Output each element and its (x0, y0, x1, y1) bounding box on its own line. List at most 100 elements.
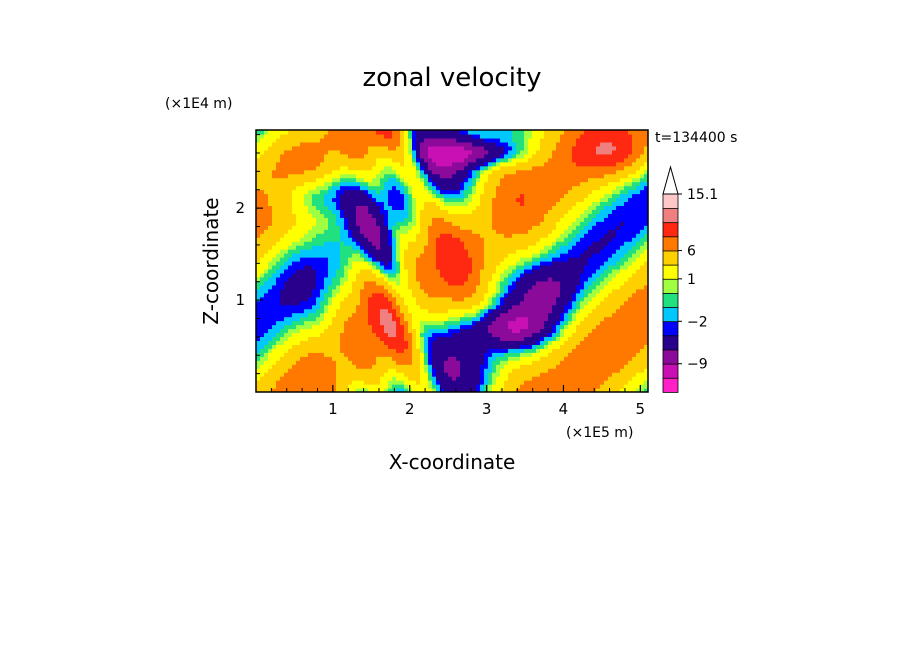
contour-cell (308, 308, 313, 314)
contour-cell (256, 177, 261, 183)
contour-cell (452, 233, 457, 238)
contour-cell (532, 320, 537, 326)
contour-cell (484, 153, 489, 159)
contour-cell (508, 360, 513, 365)
contour-cell (412, 145, 417, 151)
contour-cell (424, 197, 429, 203)
contour-cell (344, 284, 349, 290)
contour-cell (268, 141, 273, 147)
contour-cell (500, 197, 505, 203)
contour-cell (316, 237, 321, 242)
contour-cell (312, 380, 317, 385)
contour-cell (540, 253, 545, 258)
contour-cell (500, 272, 505, 278)
contour-cell (264, 288, 269, 294)
contour-cell (548, 292, 553, 298)
contour-cell (412, 292, 417, 298)
contour-cell (276, 316, 281, 322)
contour-cell (384, 388, 389, 392)
contour-cell (424, 372, 429, 377)
contour-cell (336, 336, 341, 341)
contour-cell (284, 288, 289, 294)
contour-cell (312, 217, 317, 222)
contour-cell (416, 185, 421, 191)
contour-cell (324, 304, 329, 310)
contour-cell (264, 217, 269, 222)
contour-cell (372, 149, 377, 155)
contour-cell (544, 284, 549, 290)
contour-cell (264, 324, 269, 330)
contour-cell (448, 153, 453, 159)
contour-cell (380, 137, 385, 143)
contour-cell (504, 169, 509, 175)
contour-cell (392, 257, 397, 262)
contour-cell (260, 288, 265, 294)
contour-cell (460, 157, 465, 163)
contour-cell (508, 197, 513, 203)
contour-cell (428, 233, 433, 238)
contour-cell (276, 177, 281, 183)
contour-cell (452, 352, 457, 357)
contour-cell (540, 145, 545, 151)
contour-cell (292, 324, 297, 330)
contour-cell (488, 133, 493, 139)
contour-cell (260, 169, 265, 175)
contour-cell (544, 173, 549, 179)
contour-cell (520, 312, 525, 318)
contour-cell (492, 376, 497, 381)
contour-cell (440, 272, 445, 278)
contour-cell (368, 205, 373, 210)
contour-cell (432, 130, 437, 135)
contour-cell (500, 324, 505, 330)
contour-cell (524, 364, 529, 369)
contour-cell (444, 149, 449, 155)
contour-cell (512, 197, 517, 203)
contour-cell (376, 133, 381, 139)
contour-cell (540, 153, 545, 159)
contour-cell (320, 328, 325, 334)
contour-cell (404, 133, 409, 139)
contour-cell (328, 340, 333, 345)
contour-cell (340, 300, 345, 306)
contour-cell (428, 241, 433, 246)
contour-cell (508, 213, 513, 218)
contour-cell (272, 308, 277, 314)
contour-cell (428, 356, 433, 361)
contour-cell (544, 201, 549, 207)
contour-cell (408, 217, 413, 222)
contour-cell (364, 217, 369, 222)
contour-cell (536, 249, 541, 254)
contour-cell (408, 276, 413, 282)
contour-cell (396, 173, 401, 179)
contour-cell (256, 185, 261, 191)
contour-cell (472, 225, 477, 230)
contour-cell (288, 201, 293, 207)
contour-cell (436, 352, 441, 357)
contour-cell (324, 133, 329, 139)
contour-cell (544, 364, 549, 369)
contour-cell (412, 165, 417, 171)
contour-cell (452, 324, 457, 330)
contour-cell (496, 352, 501, 357)
contour-cell (436, 348, 441, 353)
contour-cell (428, 173, 433, 179)
contour-cell (540, 245, 545, 250)
contour-cell (552, 133, 557, 139)
contour-cell (536, 276, 541, 282)
contour-cell (536, 237, 541, 242)
contour-cell (288, 209, 293, 214)
contour-cell (272, 268, 277, 274)
contour-cell (360, 368, 365, 373)
contour-cell (400, 388, 405, 392)
contour-cell (480, 336, 485, 341)
contour-cell (484, 372, 489, 377)
contour-cell (288, 193, 293, 199)
contour-cell (364, 257, 369, 262)
contour-cell (460, 241, 465, 246)
contour-cell (508, 388, 513, 392)
contour-cell (524, 149, 529, 155)
contour-cell (476, 237, 481, 242)
contour-cell (340, 261, 345, 266)
contour-cell (420, 233, 425, 238)
contour-cell (524, 292, 529, 298)
